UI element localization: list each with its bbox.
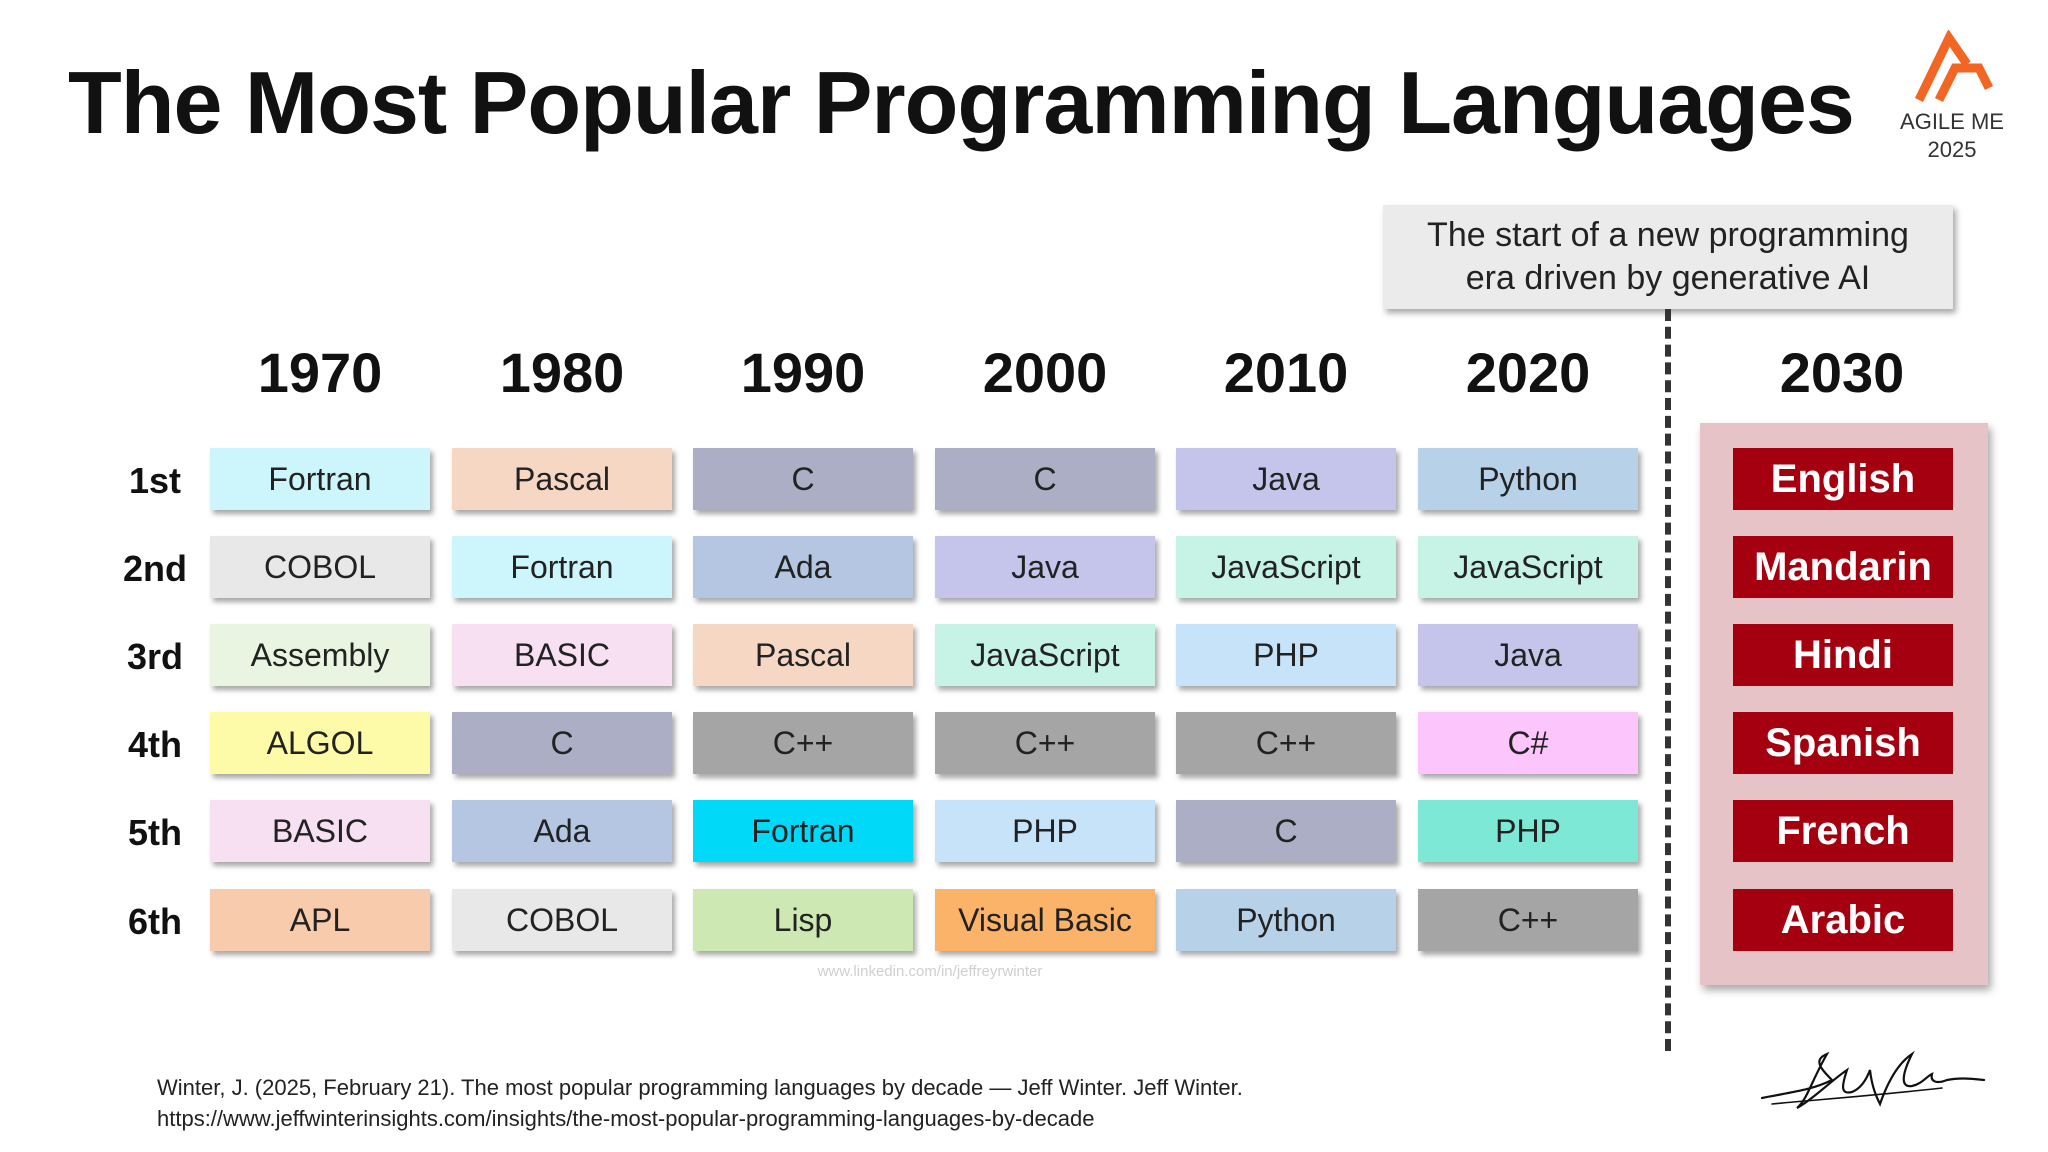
rank-label-1st: 1st (128, 460, 182, 501)
language-cell: Fortran (210, 448, 430, 510)
language-cell: PHP (1418, 800, 1638, 862)
future-language-cell: English (1733, 448, 1953, 510)
citation: Winter, J. (2025, February 21). The most… (157, 1072, 1243, 1134)
language-cell: Ada (452, 800, 672, 862)
language-cell: Lisp (693, 889, 913, 951)
era-divider-line (1665, 309, 1671, 1051)
language-cell: APL (210, 889, 430, 951)
language-cell: BASIC (452, 624, 672, 686)
language-cell: C (935, 448, 1155, 510)
language-cell: COBOL (452, 889, 672, 951)
future-language-cell: French (1733, 800, 1953, 862)
decade-header-2020: 2020 (1465, 341, 1591, 404)
citation-line-2: https://www.jeffwinterinsights.com/insig… (157, 1106, 1095, 1131)
language-cell: Fortran (693, 800, 913, 862)
decade-header-2010: 2010 (1223, 341, 1349, 404)
decade-header-1970: 1970 (257, 341, 383, 404)
language-cell: JavaScript (1418, 536, 1638, 598)
decade-header-2000: 2000 (982, 341, 1108, 404)
logo-text-year: 2025 (1927, 137, 1977, 162)
language-cell: Python (1418, 448, 1638, 510)
rank-label-2nd: 2nd (122, 548, 187, 589)
language-cell: PHP (1176, 624, 1396, 686)
author-signature (1752, 1040, 1992, 1125)
language-cell: C++ (935, 712, 1155, 774)
decade-header-1980: 1980 (499, 341, 625, 404)
language-cell: C (452, 712, 672, 774)
rank-label-3rd: 3rd (126, 636, 184, 677)
future-language-cell: Hindi (1733, 624, 1953, 686)
language-cell: Java (1418, 624, 1638, 686)
rank-label-5th: 5th (128, 812, 182, 853)
language-cell: Visual Basic (935, 889, 1155, 951)
language-cell: COBOL (210, 536, 430, 598)
language-cell: ALGOL (210, 712, 430, 774)
language-cell: JavaScript (935, 624, 1155, 686)
language-cell: Java (1176, 448, 1396, 510)
agile-me-logo: AGILE ME 2025 (1882, 30, 2022, 170)
language-cell: C (693, 448, 913, 510)
watermark: www.linkedin.com/in/jeffreyrwinter (817, 963, 1043, 980)
signature-icon (1760, 1050, 1986, 1109)
citation-line-1: Winter, J. (2025, February 21). The most… (157, 1075, 1243, 1100)
language-cell: C++ (1176, 712, 1396, 774)
language-cell: PHP (935, 800, 1155, 862)
language-cell: BASIC (210, 800, 430, 862)
language-cell: Pascal (693, 624, 913, 686)
callout-line-1: The start of a new programming (1427, 216, 1909, 254)
future-language-cell: Mandarin (1733, 536, 1953, 598)
language-cell: Python (1176, 889, 1396, 951)
decade-header-1990: 1990 (740, 341, 866, 404)
language-cell: Assembly (210, 624, 430, 686)
logo-mark-icon (1914, 30, 1994, 103)
future-language-cell: Spanish (1733, 712, 1953, 774)
rank-label-6th: 6th (128, 901, 182, 942)
future-language-cell: Arabic (1733, 889, 1953, 951)
language-cell: Pascal (452, 448, 672, 510)
language-cell: C# (1418, 712, 1638, 774)
language-cell: C++ (1418, 889, 1638, 951)
language-cell: Ada (693, 536, 913, 598)
language-cell: C (1176, 800, 1396, 862)
language-cell: Fortran (452, 536, 672, 598)
language-cell: Java (935, 536, 1155, 598)
callout-line-2: era driven by generative AI (1465, 259, 1871, 297)
generative-ai-callout: The start of a new programming era drive… (1383, 205, 1953, 309)
decade-header-2030: 2030 (1779, 341, 1905, 404)
page-title: The Most Popular Programming Languages (68, 53, 1855, 152)
language-cell: JavaScript (1176, 536, 1396, 598)
rank-label-4th: 4th (128, 724, 182, 765)
logo-text-name: AGILE ME (1900, 109, 2004, 134)
language-cell: C++ (693, 712, 913, 774)
